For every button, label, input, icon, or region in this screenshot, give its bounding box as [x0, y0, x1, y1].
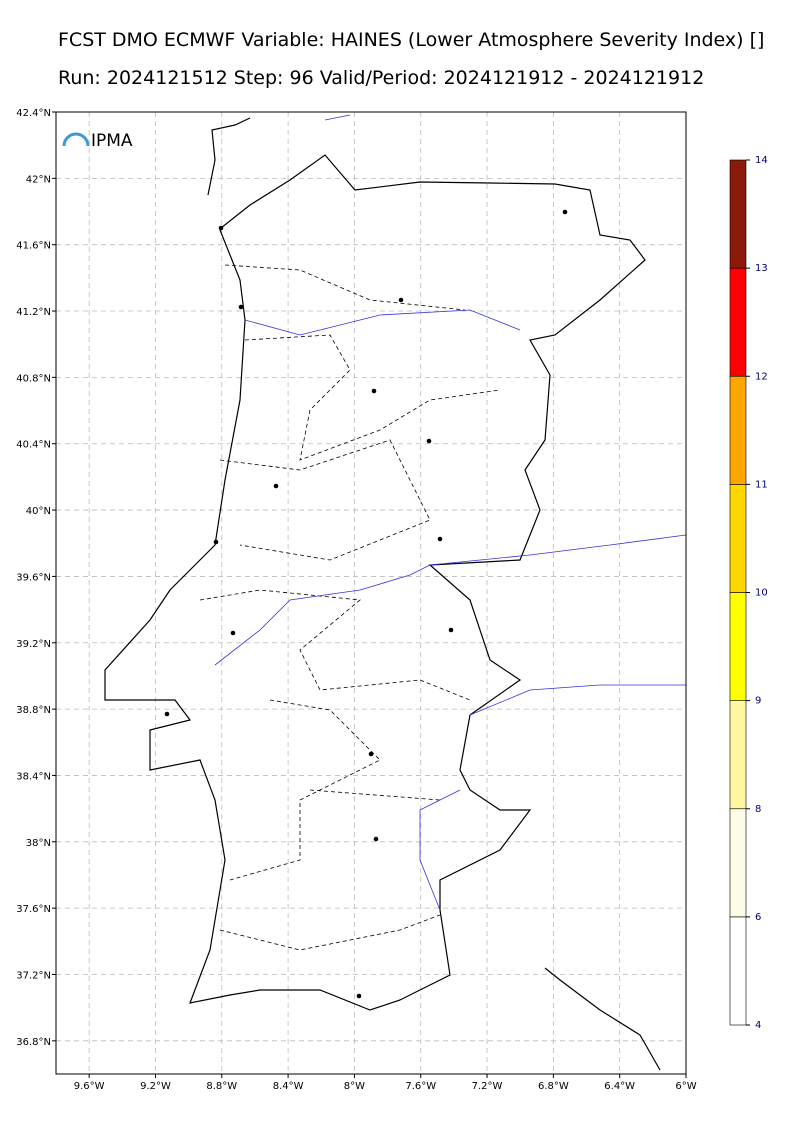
lat-tick-label: 37.2°N: [16, 970, 51, 981]
lon-tick-label: 7.6°W: [405, 1081, 436, 1092]
lon-tick-label: 6°W: [675, 1081, 696, 1092]
city: [426, 438, 432, 444]
lon-tick-label: 6.8°W: [538, 1081, 569, 1092]
colorbar-label: 12: [755, 371, 768, 382]
colorbar-segment: [729, 484, 747, 593]
spain-coast: [207, 117, 661, 1071]
lat-tick-label: 40.4°N: [16, 440, 51, 451]
colorbar-label: 10: [755, 588, 768, 599]
lon-tick-label: 6.4°W: [604, 1081, 635, 1092]
city: [371, 388, 377, 394]
colorbar-label: 13: [755, 263, 768, 274]
colorbar-label: 9: [755, 696, 761, 707]
colorbar-segment: [729, 375, 747, 485]
river: [214, 114, 687, 911]
colorbar-segment: [729, 916, 747, 1026]
colorbar-segment: [729, 267, 747, 377]
colorbar-segment: [729, 700, 747, 810]
lon-tick-label: 9.6°W: [74, 1081, 105, 1092]
city: [218, 225, 224, 231]
city: [164, 711, 170, 717]
colorbar-segment: [729, 159, 747, 269]
lat-tick-label: 38.8°N: [16, 705, 51, 716]
lat-tick-label: 41.2°N: [16, 307, 51, 318]
colorbar: 4 6 8 9 10 11 12 13 14: [729, 155, 768, 1031]
coastline: [104, 154, 646, 1011]
city: [398, 297, 404, 303]
city: [373, 836, 379, 842]
rivers: [214, 114, 687, 911]
city: [230, 630, 236, 636]
colorbar-segment: [729, 808, 747, 918]
city: [437, 536, 443, 542]
lat-tick-label: 42.4°N: [16, 108, 51, 119]
city: [273, 483, 279, 489]
logo: IPMA: [91, 131, 133, 151]
district-border: [199, 264, 501, 951]
colorbar-label: 4: [755, 1020, 761, 1031]
lat-tick-label: 40°N: [26, 506, 51, 517]
city: [213, 539, 219, 545]
lon-tick-label: 9.2°W: [140, 1081, 171, 1092]
lat-tick-label: 39.2°N: [16, 639, 51, 650]
city: [368, 751, 374, 757]
land: [104, 117, 661, 1071]
lon-tick-label: 8.4°W: [273, 1081, 304, 1092]
map-frame: [55, 111, 687, 1075]
lat-tick-label: 42°N: [26, 174, 51, 185]
lon-tick-label: 8°W: [344, 1081, 365, 1092]
lon-tick-label: 8.8°W: [206, 1081, 237, 1092]
cities: [164, 209, 568, 999]
city: [238, 304, 244, 310]
colorbar-label: 6: [755, 912, 761, 923]
title: FCST DMO ECMWF Variable: HAINES (Lower A…: [58, 29, 764, 51]
lat-tick-label: 40.8°N: [16, 373, 51, 384]
city: [562, 209, 568, 215]
colorbar-label: 14: [755, 155, 768, 166]
colorbar-segment: [729, 592, 747, 701]
city: [448, 627, 454, 633]
colorbar-label: 8: [755, 804, 761, 815]
lat-tick-label: 41.6°N: [16, 241, 51, 252]
grid: [52, 111, 687, 1078]
lat-tick-label: 38°N: [26, 838, 51, 849]
lon-tick-label: 7.2°W: [472, 1081, 503, 1092]
lat-tick-label: 39.6°N: [16, 572, 51, 583]
logo-icon: [62, 132, 90, 147]
city: [356, 993, 362, 999]
colorbar-label: 11: [755, 479, 768, 490]
lat-tick-label: 37.6°N: [16, 904, 51, 915]
subtitle: Run: 2024121512 Step: 96 Valid/Period: 2…: [58, 67, 704, 89]
lat-tick-label: 38.4°N: [16, 771, 51, 782]
lat-tick-label: 36.8°N: [16, 1037, 51, 1048]
